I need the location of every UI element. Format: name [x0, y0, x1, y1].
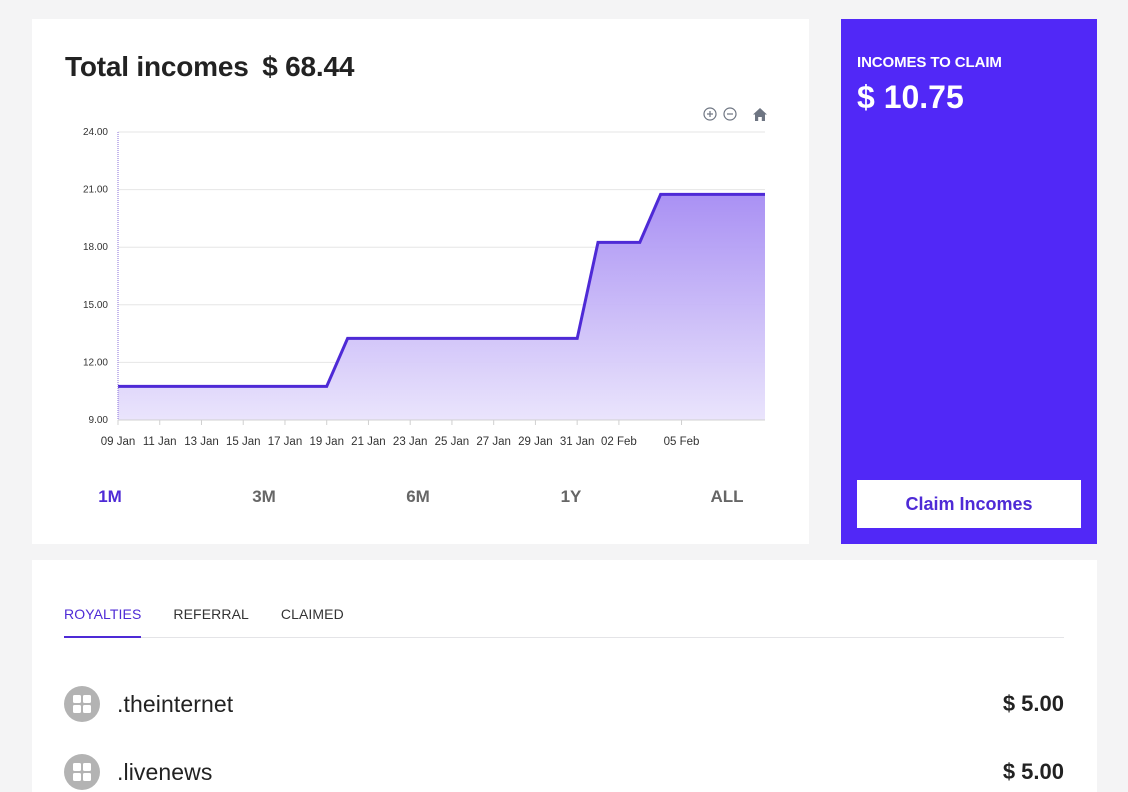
- series-area: [118, 194, 765, 420]
- y-tick-label: 12.00: [83, 357, 108, 368]
- income-list-card: ROYALTIES REFERRAL CLAIMED .theinternet …: [32, 560, 1097, 792]
- x-tick-label: 23 Jan: [393, 436, 428, 448]
- total-incomes-label: Total incomes: [65, 51, 249, 82]
- series-line: [118, 192, 765, 388]
- x-tick-label: 15 Jan: [226, 436, 261, 448]
- x-tick-label: 05 Feb: [664, 436, 700, 448]
- list-item[interactable]: .livenews $ 5.00: [64, 752, 1064, 792]
- chart-toolbar: [702, 105, 768, 123]
- x-tick-label: 02 Feb: [601, 436, 637, 448]
- x-tick-label: 31 Jan: [560, 436, 595, 448]
- range-6m[interactable]: 6M: [406, 487, 430, 506]
- claim-incomes-button[interactable]: Claim Incomes: [857, 480, 1081, 528]
- list-item[interactable]: .theinternet $ 5.00: [64, 684, 1064, 724]
- grid-icon: [64, 754, 100, 790]
- income-amount: $ 5.00: [1002, 759, 1064, 784]
- grid-icon: [64, 686, 100, 722]
- income-area-chart: 9.00 12.00 15.00 18.00 21.00 24.00 09 Jan 11 Ja…: [83, 127, 765, 448]
- range-3m[interactable]: 3M: [252, 487, 276, 506]
- home-icon[interactable]: [752, 106, 768, 122]
- income-name: .theinternet: [117, 690, 234, 717]
- x-tick-label: 27 Jan: [476, 436, 511, 448]
- x-tick-label: 13 Jan: [184, 436, 219, 448]
- x-tick-label: 25 Jan: [435, 436, 470, 448]
- claim-amount: $ 10.75: [857, 79, 964, 115]
- income-chart-card: Total incomes $ 68.44 9.00 12.00 15.00 18.0…: [32, 19, 809, 544]
- zoom-in-icon[interactable]: [702, 106, 718, 122]
- tab-referral[interactable]: REFERRAL: [173, 606, 249, 622]
- x-tick-label: 21 Jan: [351, 436, 386, 448]
- y-tick-label: 24.00: [83, 127, 108, 138]
- zoom-out-icon[interactable]: [722, 106, 738, 122]
- x-tick-label: 11 Jan: [143, 436, 177, 448]
- claim-label: INCOMES TO CLAIM: [857, 54, 1002, 71]
- total-incomes-amount: $ 68.44: [262, 51, 355, 82]
- income-amount: $ 5.00: [1002, 691, 1064, 716]
- x-tick-label: 19 Jan: [309, 436, 344, 448]
- tab-claimed[interactable]: CLAIMED: [280, 606, 344, 622]
- tab-royalties[interactable]: ROYALTIES: [64, 604, 142, 638]
- range-1m[interactable]: 1M: [98, 487, 122, 506]
- y-tick-label: 21.00: [83, 185, 108, 196]
- y-tick-label: 18.00: [83, 242, 108, 253]
- income-name: .livenews: [117, 758, 213, 785]
- range-1y[interactable]: 1Y: [560, 487, 582, 506]
- claim-card: INCOMES TO CLAIM $ 10.75 Claim Incomes: [841, 19, 1097, 544]
- income-tabs: ROYALTIES REFERRAL CLAIMED: [64, 604, 1064, 638]
- page-title: Total incomes $ 68.44: [65, 51, 354, 83]
- y-tick-label: 15.00: [83, 300, 108, 311]
- x-tick-label: 09 Jan: [101, 436, 136, 448]
- range-all[interactable]: ALL: [710, 487, 744, 506]
- x-tick-label: 17 Jan: [268, 436, 303, 448]
- y-tick-label: 9.00: [89, 415, 109, 426]
- x-tick-label: 29 Jan: [518, 436, 553, 448]
- time-range-selector: 1M 3M 6M 1Y ALL: [32, 487, 809, 511]
